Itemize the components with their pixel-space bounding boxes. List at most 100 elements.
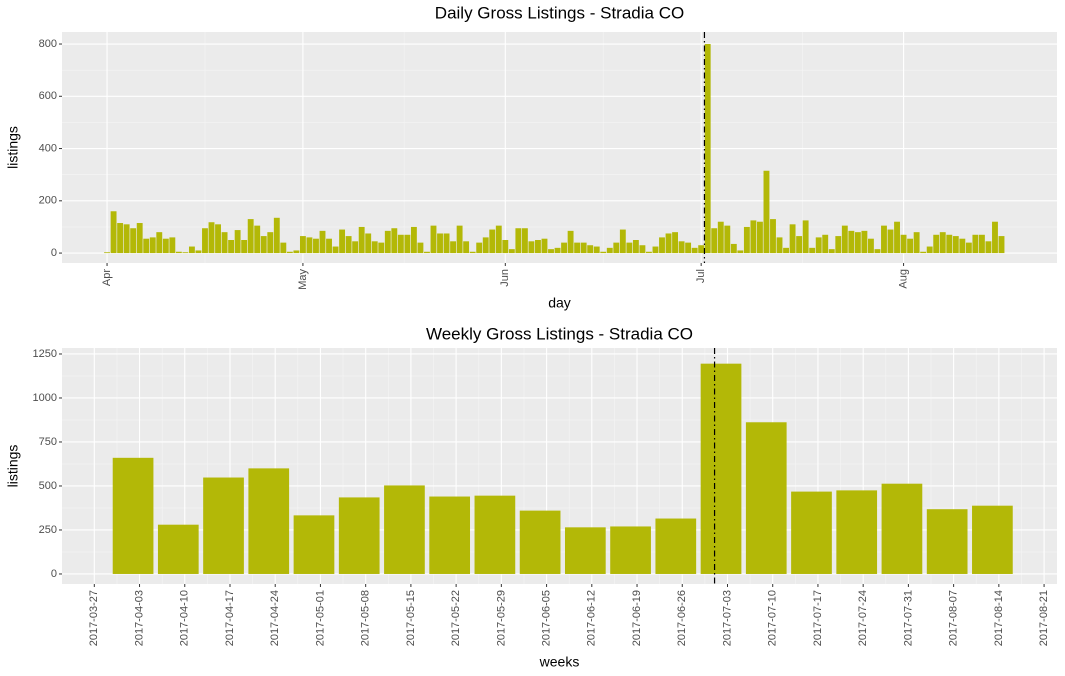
bar <box>926 246 933 254</box>
x-tick-label: 2017-04-03 <box>133 590 145 646</box>
bar <box>228 240 235 254</box>
bar <box>332 246 339 254</box>
bar <box>463 241 470 254</box>
bar <box>809 247 816 254</box>
x-tick-label: Jul <box>695 269 707 283</box>
bar <box>157 524 199 574</box>
y-tick-label: 800 <box>39 38 57 50</box>
bar <box>273 217 280 254</box>
bar <box>567 230 574 254</box>
bar <box>672 232 678 254</box>
bar <box>313 238 319 254</box>
x-tick-label: 2017-07-31 <box>902 590 914 646</box>
bar <box>972 234 979 254</box>
bar <box>952 236 959 254</box>
x-tick-label: 2017-07-24 <box>857 590 869 646</box>
bar <box>456 225 463 254</box>
bar <box>397 234 404 254</box>
x-tick-label: 2017-08-14 <box>993 590 1005 646</box>
x-tick-label: 2017-03-27 <box>88 590 100 646</box>
bar <box>972 505 1013 574</box>
bar <box>254 225 261 254</box>
bar <box>828 249 835 254</box>
y-axis-title: listings <box>5 126 21 169</box>
bar <box>502 240 509 254</box>
bar <box>907 238 914 254</box>
bar <box>202 228 208 254</box>
bar <box>104 252 110 254</box>
x-tick-label: 2017-05-22 <box>450 590 462 646</box>
bar <box>450 241 457 254</box>
bar <box>123 224 130 254</box>
bar <box>881 483 923 574</box>
bar <box>429 496 471 574</box>
bar <box>319 230 326 254</box>
bar <box>495 225 502 254</box>
bar <box>900 234 907 254</box>
x-axis-title: day <box>548 295 571 311</box>
bar <box>815 237 822 254</box>
bar <box>221 232 228 254</box>
bar <box>417 242 424 254</box>
bar <box>632 240 639 254</box>
bar <box>946 234 953 254</box>
bar <box>737 250 744 254</box>
bar <box>698 245 705 254</box>
bar <box>352 241 359 254</box>
bar <box>978 234 985 254</box>
bar <box>881 225 887 254</box>
bar <box>391 228 398 254</box>
bar <box>750 220 757 254</box>
bar <box>339 229 346 254</box>
bar <box>791 491 832 574</box>
bar <box>613 242 620 254</box>
bar <box>358 226 365 254</box>
bar <box>564 527 606 574</box>
x-tick-label: 2017-05-15 <box>405 590 417 646</box>
y-tick-label: 0 <box>51 247 57 259</box>
bar <box>854 232 861 254</box>
chart-title: Daily Gross Listings - Stradia CO <box>435 3 684 22</box>
bar <box>646 251 652 254</box>
x-tick-label: 2017-06-19 <box>631 590 643 646</box>
bar <box>535 240 541 254</box>
bar <box>626 242 633 254</box>
bar <box>241 240 248 254</box>
bar <box>215 224 221 254</box>
x-tick-label: 2017-07-03 <box>721 590 733 646</box>
bar <box>926 509 968 574</box>
bar <box>561 242 568 254</box>
bar <box>861 230 868 254</box>
bar <box>691 247 698 254</box>
bar <box>776 237 783 254</box>
bar <box>652 246 659 254</box>
bar <box>306 237 313 254</box>
bar <box>554 247 561 254</box>
bar <box>593 246 600 254</box>
bar <box>248 468 290 574</box>
bar <box>482 237 489 254</box>
bar <box>659 237 665 254</box>
bar <box>796 236 803 254</box>
x-tick-label: 2017-04-10 <box>179 590 191 646</box>
bar <box>430 225 437 254</box>
bar <box>959 238 966 254</box>
y-tick-label: 750 <box>39 436 57 448</box>
bar <box>365 233 372 254</box>
bar <box>267 232 274 254</box>
bar <box>286 251 293 254</box>
bar <box>143 238 150 254</box>
bar <box>112 457 154 574</box>
x-tick-label: 2017-06-12 <box>586 590 598 646</box>
bar <box>476 242 483 254</box>
bar <box>992 221 998 254</box>
bar <box>293 250 300 254</box>
x-tick-label: Apr <box>101 269 113 286</box>
x-tick-label: Aug <box>897 269 909 289</box>
x-tick-label: May <box>297 269 309 290</box>
x-axis-title: weeks <box>539 654 580 670</box>
bar <box>474 495 516 574</box>
bar <box>136 223 143 254</box>
x-tick-label: 2017-04-24 <box>269 590 281 646</box>
